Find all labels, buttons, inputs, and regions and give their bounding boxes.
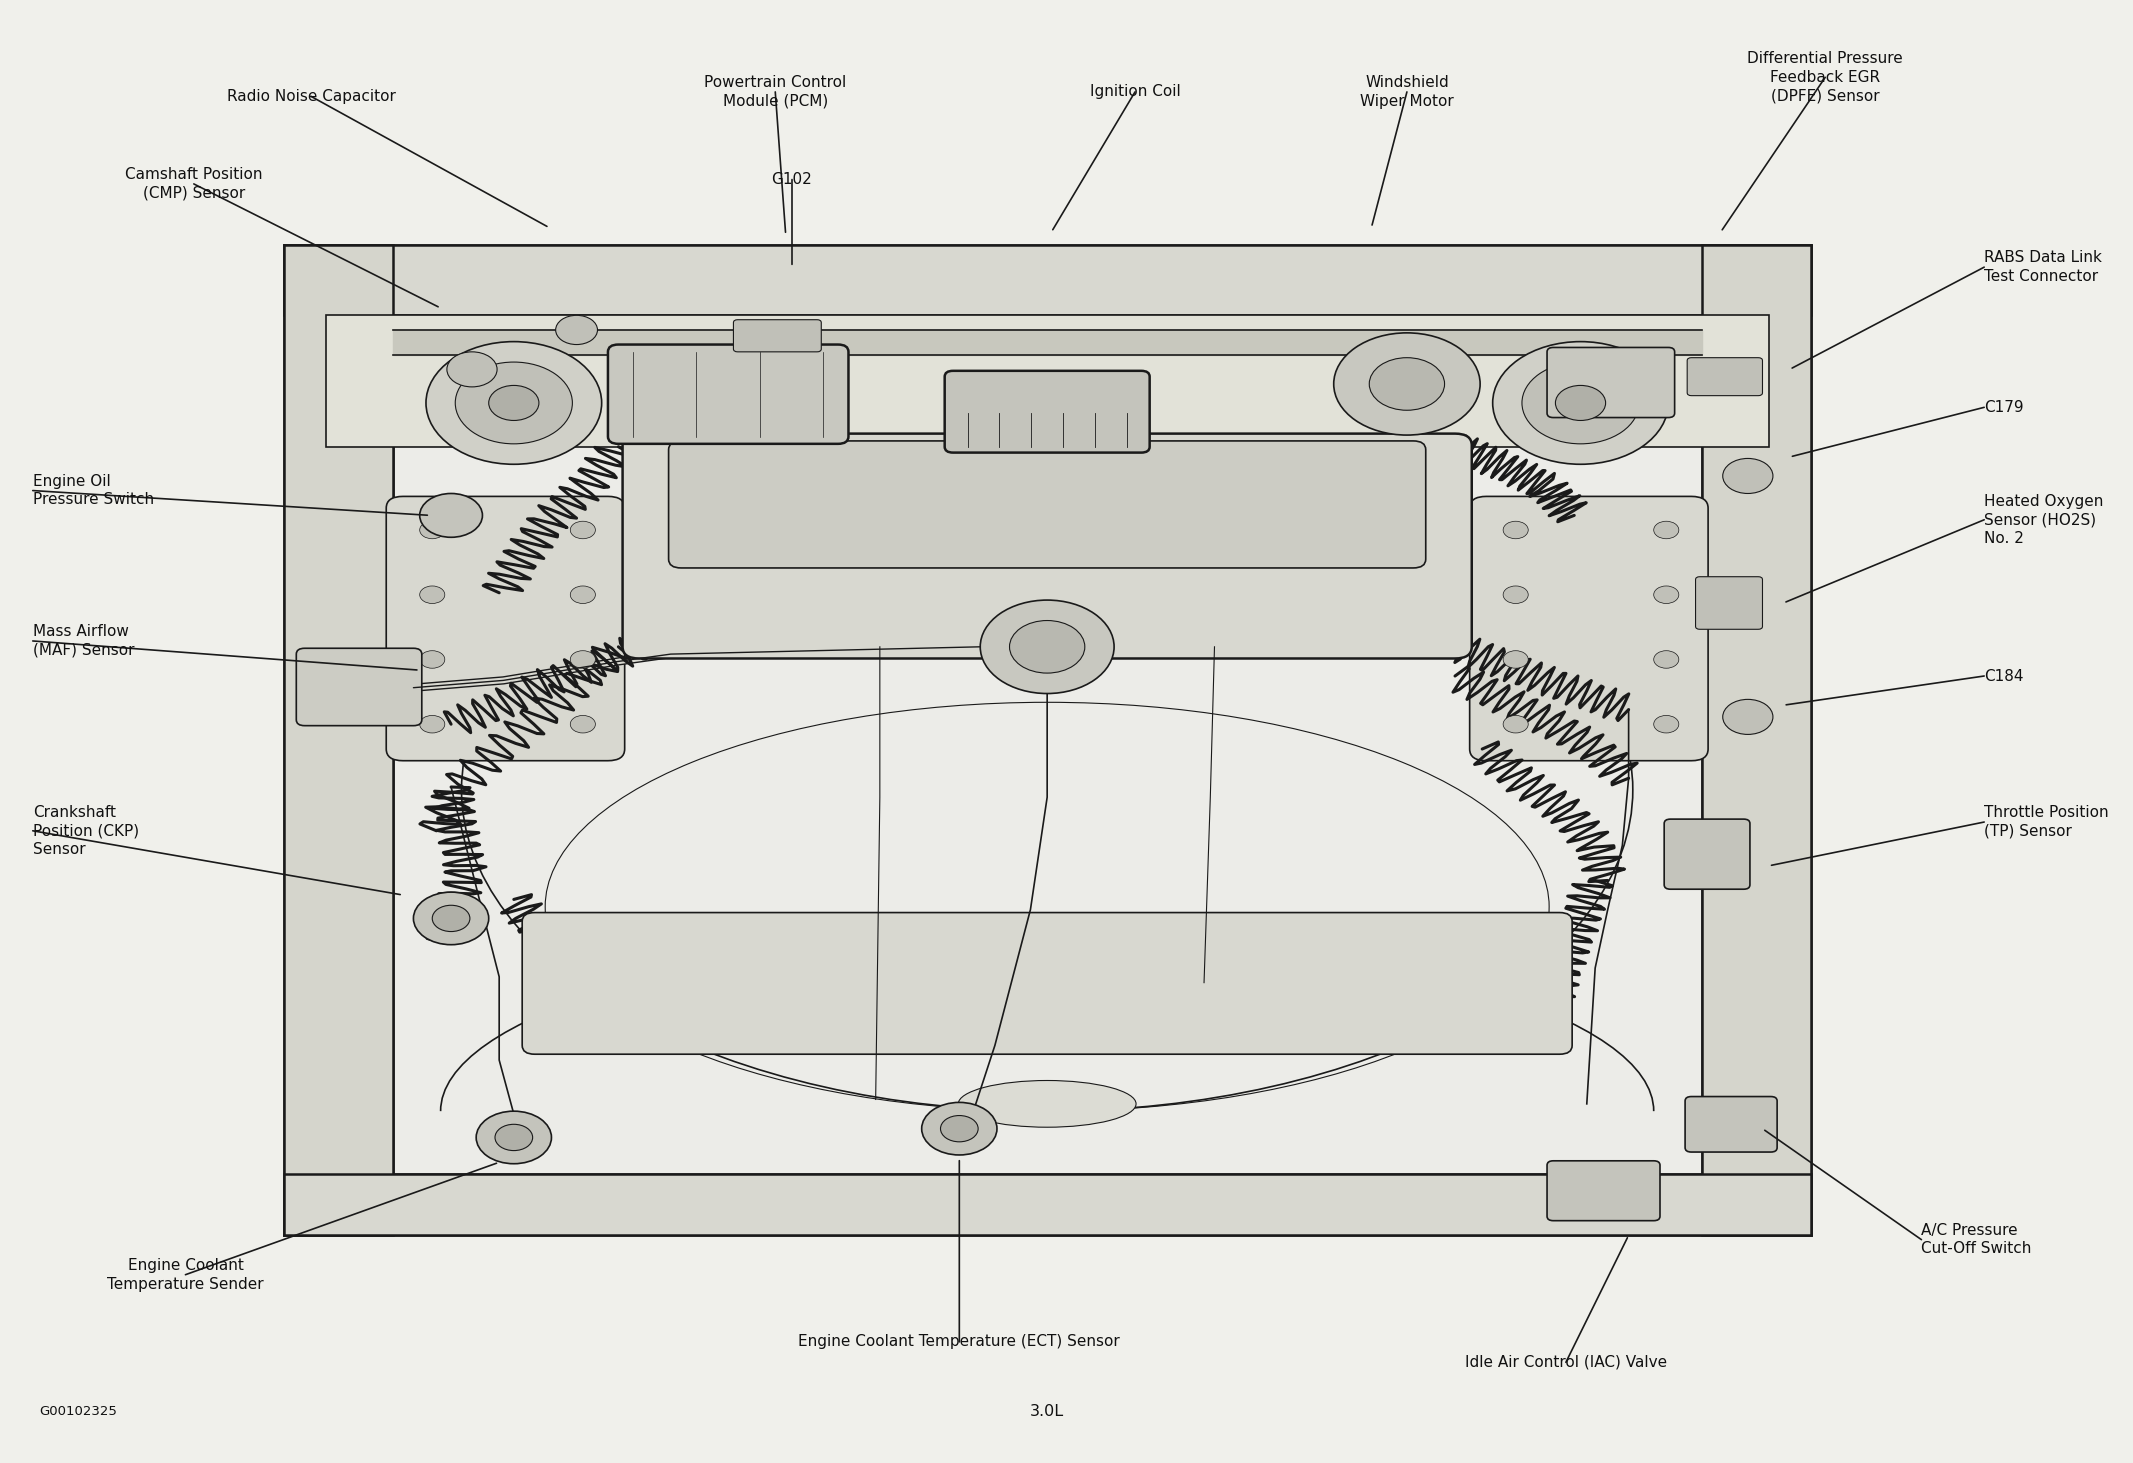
FancyBboxPatch shape [1664,819,1749,890]
FancyBboxPatch shape [1687,357,1762,395]
Circle shape [1504,651,1527,669]
FancyBboxPatch shape [734,320,821,351]
Circle shape [570,715,595,733]
FancyBboxPatch shape [1702,246,1811,1235]
Circle shape [1653,521,1679,538]
Text: C184: C184 [1984,669,2024,683]
FancyBboxPatch shape [284,246,392,1235]
FancyBboxPatch shape [1546,347,1674,417]
Text: Windshield
Wiper Motor: Windshield Wiper Motor [1361,75,1455,108]
Circle shape [488,385,540,420]
Text: Engine Coolant Temperature (ECT) Sensor: Engine Coolant Temperature (ECT) Sensor [798,1334,1120,1349]
Text: Idle Air Control (IAC) Valve: Idle Air Control (IAC) Valve [1465,1355,1666,1369]
FancyBboxPatch shape [945,370,1150,452]
Circle shape [921,1103,996,1154]
Text: Powertrain Control
Module (PCM): Powertrain Control Module (PCM) [704,75,847,108]
Bar [392,316,1702,1173]
Text: Differential Pressure
Feedback EGR
(DPFE) Sensor: Differential Pressure Feedback EGR (DPFE… [1747,51,1903,104]
Circle shape [570,521,595,538]
Circle shape [1523,361,1638,443]
Circle shape [1504,715,1527,733]
Text: Radio Noise Capacitor: Radio Noise Capacitor [226,89,395,104]
Circle shape [1504,587,1527,603]
Circle shape [1493,342,1668,464]
Text: Throttle Position
(TP) Sensor: Throttle Position (TP) Sensor [1984,805,2110,838]
FancyBboxPatch shape [386,496,625,761]
Text: Heated Oxygen
Sensor (HO2S)
No. 2: Heated Oxygen Sensor (HO2S) No. 2 [1984,493,2103,546]
Circle shape [420,715,446,733]
Text: G00102325: G00102325 [38,1406,117,1419]
Circle shape [557,316,597,345]
Circle shape [1653,651,1679,669]
Ellipse shape [958,1081,1137,1127]
Circle shape [427,342,602,464]
Circle shape [1555,385,1606,420]
FancyBboxPatch shape [1470,496,1709,761]
FancyBboxPatch shape [1696,576,1762,629]
Text: A/C Pressure
Cut-Off Switch: A/C Pressure Cut-Off Switch [1922,1223,2033,1257]
Text: Crankshaft
Position (CKP)
Sensor: Crankshaft Position (CKP) Sensor [32,805,139,857]
Circle shape [495,1124,533,1150]
Circle shape [981,600,1113,693]
Circle shape [1653,715,1679,733]
Text: RABS Data Link
Test Connector: RABS Data Link Test Connector [1984,250,2101,284]
Text: Engine Oil
Pressure Switch: Engine Oil Pressure Switch [32,474,154,508]
FancyBboxPatch shape [296,648,422,726]
Text: Mass Airflow
(MAF) Sensor: Mass Airflow (MAF) Sensor [32,625,134,658]
Circle shape [433,906,469,932]
Circle shape [420,493,482,537]
Circle shape [1369,357,1444,410]
Text: Ignition Coil: Ignition Coil [1090,85,1180,99]
Circle shape [420,651,446,669]
FancyBboxPatch shape [523,913,1572,1055]
FancyBboxPatch shape [668,440,1425,568]
Circle shape [1723,699,1773,734]
Circle shape [570,651,595,669]
Circle shape [1333,334,1480,435]
FancyBboxPatch shape [623,433,1472,658]
Circle shape [570,587,595,603]
Circle shape [1653,587,1679,603]
Circle shape [420,587,446,603]
Circle shape [1723,458,1773,493]
Circle shape [1504,521,1527,538]
Text: 3.0L: 3.0L [1030,1404,1064,1419]
FancyBboxPatch shape [1546,1160,1659,1220]
FancyBboxPatch shape [1685,1097,1777,1151]
Bar [326,316,1768,446]
Circle shape [448,351,497,386]
Circle shape [454,361,572,443]
Circle shape [476,1112,552,1163]
Circle shape [941,1116,979,1141]
Text: Engine Coolant
Temperature Sender: Engine Coolant Temperature Sender [107,1258,264,1292]
Text: Camshaft Position
(CMP) Sensor: Camshaft Position (CMP) Sensor [126,167,262,200]
Circle shape [1009,620,1086,673]
FancyBboxPatch shape [608,345,849,443]
Text: C179: C179 [1984,399,2024,415]
Circle shape [414,892,488,945]
FancyBboxPatch shape [284,246,1811,316]
Text: G102: G102 [772,173,813,187]
Circle shape [420,521,446,538]
Bar [284,1173,1811,1235]
